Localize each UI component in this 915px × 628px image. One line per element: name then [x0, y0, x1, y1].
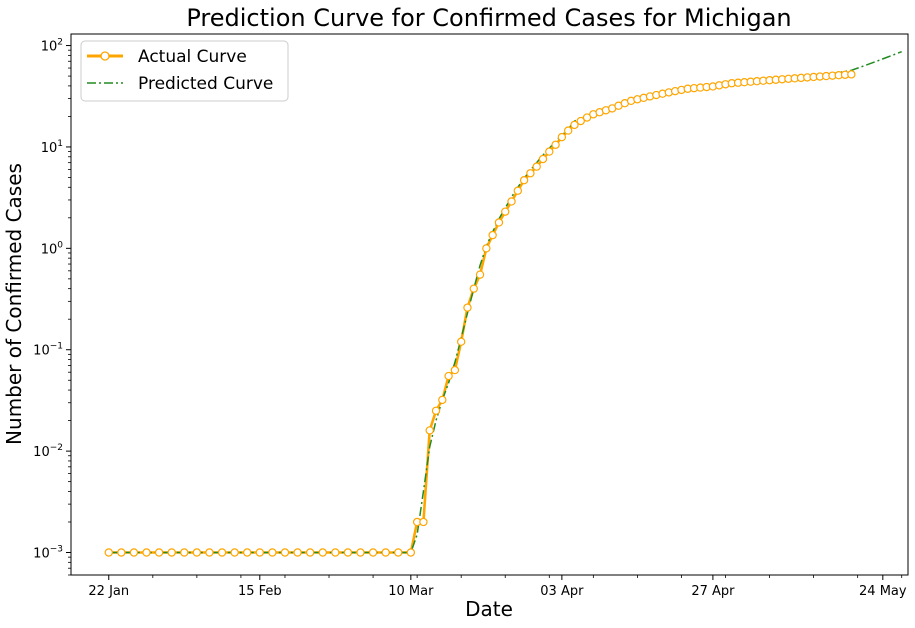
actual-point-24 [406, 548, 416, 557]
actual-point-35 [475, 270, 485, 279]
actual-point-36 [482, 244, 491, 253]
y-tick-label-2: 10−1 [33, 342, 63, 359]
actual-point-11 [243, 548, 252, 557]
legend-frame [80, 40, 289, 102]
predicted-curve-line [108, 50, 902, 554]
actual-point-23 [394, 548, 403, 557]
series-layer [104, 50, 902, 557]
legend-predicted-label: Predicted Curve [138, 74, 273, 94]
y-tick-label-base-0: 10 [33, 547, 50, 562]
plot-area [70, 33, 909, 576]
actual-point-30 [444, 371, 453, 381]
actual-point-38 [494, 218, 504, 227]
actual-point-5 [167, 548, 176, 557]
actual-point-2 [129, 548, 139, 557]
axes: 22 Jan 15 Feb 10 Mar 03 Apr 27 Apr 24 May10−3… [33, 38, 907, 599]
y-tick-label-exp-2: −1 [50, 342, 63, 352]
x-tick-label-1: 15 Feb [238, 584, 282, 599]
actual-point-29 [438, 395, 447, 405]
actual-point-8 [205, 548, 214, 557]
actual-point-20 [356, 548, 365, 557]
actual-point-3 [142, 548, 151, 557]
legend-actual-label: Actual Curve [138, 47, 247, 67]
y-tick-label-exp-4: 1 [57, 139, 63, 149]
actual-point-15 [293, 548, 302, 557]
y-tick-label-exp-0: −3 [50, 545, 63, 555]
actual-point-45 [538, 154, 548, 164]
actual-point-46 [545, 147, 554, 156]
actual-point-16 [305, 548, 315, 557]
y-tick-label-3: 100 [41, 240, 64, 257]
x-tick-label-0: 22 Jan [88, 584, 129, 599]
actual-point-1 [117, 548, 126, 557]
x-tick-label-2: 10 Mar [388, 584, 434, 599]
y-tick-label-base-4: 10 [41, 141, 58, 156]
actual-point-27 [425, 426, 434, 435]
actual-point-12 [255, 548, 264, 557]
actual-point-52 [582, 113, 592, 122]
actual-point-44 [532, 162, 541, 171]
x-tick-label-4: 27 Apr [691, 584, 735, 599]
y-tick-label-base-1: 10 [33, 445, 50, 460]
actual-point-31 [450, 365, 460, 375]
actual-point-17 [318, 548, 327, 557]
actual-point-22 [381, 548, 390, 557]
actual-point-47 [551, 140, 560, 149]
legend: Actual Curve Predicted Curve [80, 40, 289, 102]
actual-point-43 [526, 169, 535, 178]
y-tick-label-4: 101 [41, 139, 63, 156]
y-tick-label-1: 10−2 [33, 443, 63, 460]
x-tick-label-5: 24 May [859, 584, 907, 599]
actual-point-94 [847, 70, 856, 79]
actual-point-14 [280, 548, 290, 557]
legend-actual-marker-swatch [100, 51, 110, 61]
actual-point-28 [431, 406, 441, 415]
y-tick-label-base-3: 10 [41, 242, 58, 257]
actual-point-37 [488, 230, 497, 240]
x-tick-label-3: 03 Apr [540, 584, 584, 599]
actual-point-19 [343, 548, 353, 557]
actual-point-41 [513, 186, 523, 195]
actual-point-50 [570, 120, 579, 130]
actual-point-7 [192, 548, 202, 557]
chart-title: Prediction Curve for Confirmed Cases for… [186, 4, 791, 32]
actual-point-6 [180, 548, 189, 557]
actual-curve-line [108, 73, 852, 554]
actual-point-13 [268, 548, 277, 557]
actual-point-26 [419, 517, 428, 527]
y-axis-label: Number of Confirmed Cases [2, 163, 26, 445]
actual-point-4 [154, 548, 164, 557]
actual-point-48 [557, 132, 567, 142]
actual-point-42 [519, 175, 529, 185]
actual-point-32 [456, 337, 466, 346]
y-tick-label-exp-5: 2 [57, 38, 63, 48]
actual-point-49 [563, 126, 573, 135]
y-tick-label-0: 10−3 [33, 545, 63, 562]
y-tick-label-5: 102 [41, 38, 63, 55]
actual-point-51 [576, 116, 585, 126]
y-tick-label-base-2: 10 [33, 344, 50, 359]
x-axis-label: Date [465, 597, 513, 621]
actual-point-0 [104, 548, 113, 557]
actual-point-39 [501, 207, 510, 216]
actual-point-33 [463, 303, 472, 312]
y-tick-label-exp-3: 0 [57, 240, 63, 250]
actual-point-34 [469, 284, 478, 293]
y-tick-label-base-5: 10 [41, 40, 58, 55]
actual-point-21 [368, 548, 378, 557]
y-tick-label-exp-1: −2 [50, 443, 63, 453]
actual-point-18 [331, 548, 340, 557]
actual-point-40 [507, 197, 516, 206]
actual-point-10 [230, 548, 239, 557]
actual-point-9 [217, 548, 227, 557]
